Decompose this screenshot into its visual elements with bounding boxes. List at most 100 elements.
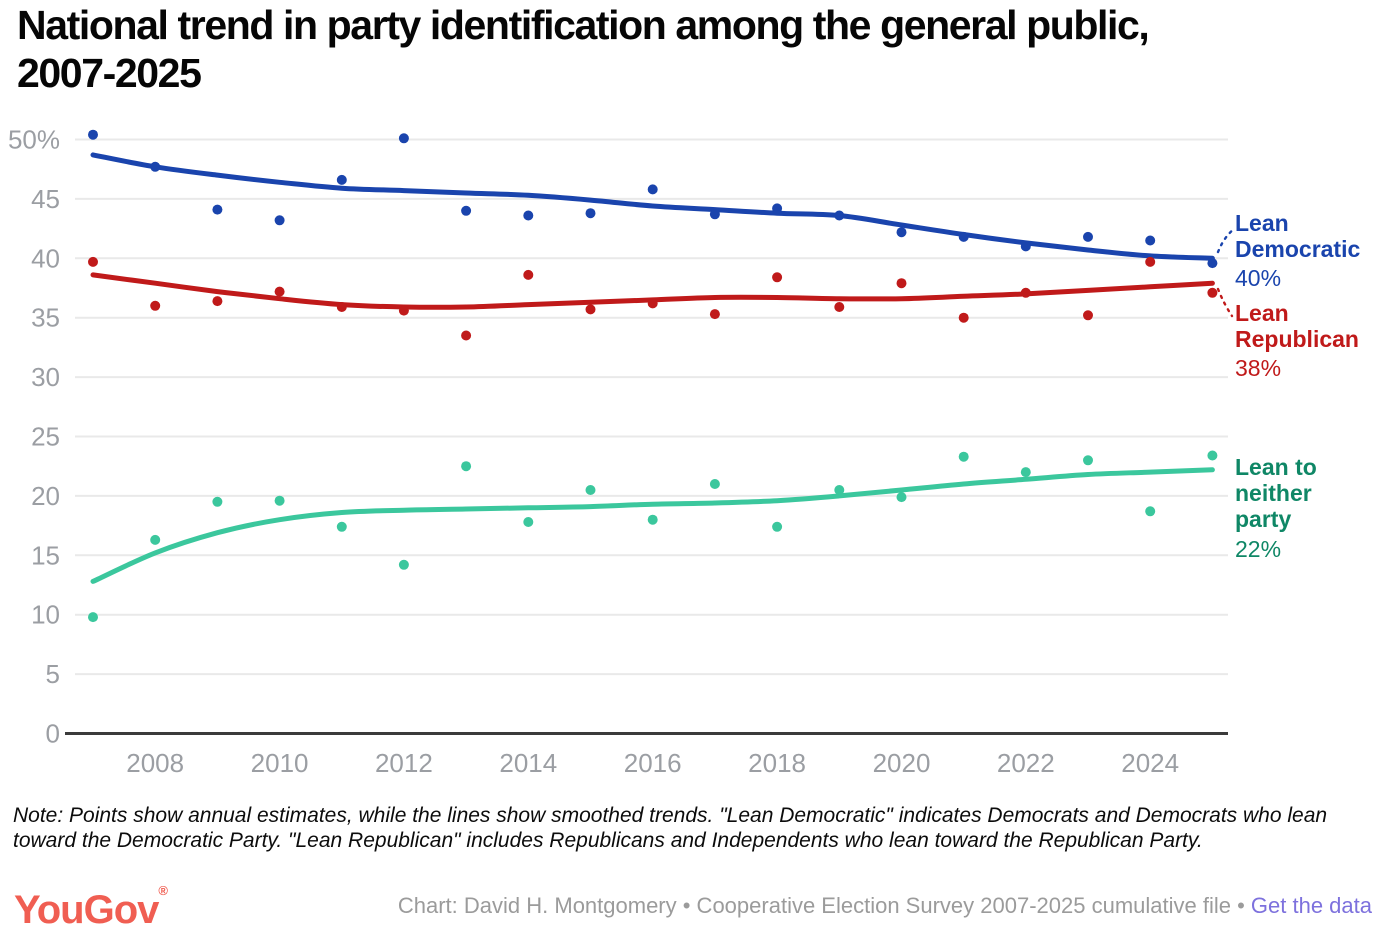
chart-title-line1: National trend in party identification a… [17,2,1150,48]
data-point [772,203,783,214]
data-point [709,309,720,320]
data-point [150,300,161,311]
data-point [1145,256,1156,267]
data-point [958,231,969,242]
y-tick-label: 0 [46,719,60,749]
data-point [834,302,845,312]
x-tick-label: 2018 [748,748,806,778]
data-point [772,272,783,283]
y-tick-label: 10 [31,600,60,630]
data-point [150,161,161,172]
data-point [523,269,534,280]
data-point [274,215,285,226]
x-tick-label: 2020 [873,748,931,778]
annotation-lean-neither: Lean to neither party 22% [1235,454,1340,562]
data-point [647,298,658,309]
data-point [958,451,969,462]
data-point [523,210,534,221]
data-point [772,521,783,532]
registered-mark: ® [158,883,168,898]
leader-line [1216,227,1236,254]
data-point [336,174,347,185]
data-point [461,205,472,216]
data-point [1207,287,1218,298]
annotation-lean-republican-label: Lean Republican [1235,300,1359,353]
data-point [1207,258,1218,269]
yougov-logo: YouGov® [14,883,168,932]
annotation-lean-neither-label: Lean to neither party [1235,454,1317,533]
trend-line [90,152,1215,261]
annotation-lean-neither-value: 22% [1235,535,1282,562]
get-the-data-link[interactable]: Get the data [1250,893,1372,918]
data-point [461,461,472,472]
data-point [585,304,596,315]
data-point [398,133,409,144]
data-point [150,534,161,545]
data-point [1145,506,1156,517]
x-tick-label: 2024 [1121,748,1179,778]
x-tick-label: 2010 [251,748,309,778]
data-point [896,278,907,289]
y-tick-label: 50% [8,125,60,155]
y-tick-label: 20 [31,481,60,511]
x-tick-label: 2014 [499,748,557,778]
data-point [212,496,223,507]
data-point [1020,287,1031,298]
x-tick-label: 2022 [997,748,1055,778]
leader-line [1216,287,1234,318]
y-tick-label: 15 [31,540,60,570]
data-point [585,485,596,495]
credit-line: Chart: David H. Montgomery • Cooperative… [398,893,1372,919]
data-point [834,485,845,495]
data-point [958,312,969,323]
yougov-logo-text: YouGov [14,888,159,932]
data-point [1083,231,1093,242]
data-point [1207,450,1218,461]
data-point [834,210,845,221]
chart-footer: YouGov® Chart: David H. Montgomery • Coo… [14,884,1372,930]
data-point [274,286,285,297]
credit-text: Chart: David H. Montgomery • Cooperative… [397,893,1251,918]
data-point [88,129,98,140]
data-point [1020,241,1031,252]
data-point [523,517,534,527]
data-point [274,495,285,506]
data-point [585,208,596,219]
annotation-lean-democratic-value: 40% [1235,265,1282,292]
annotation-lean-republican: Lean Republican 38% [1235,300,1384,382]
y-tick-label: 25 [31,422,60,452]
annotation-lean-republican-value: 38% [1235,355,1282,382]
data-point [709,209,720,220]
x-tick-label: 2016 [624,748,682,778]
y-tick-label: 30 [31,362,60,392]
annotation-lean-democratic-label: Lean Democratic [1235,210,1361,263]
data-point [88,612,98,623]
data-point [896,227,907,238]
data-point [398,559,409,570]
data-point [1020,467,1031,478]
y-tick-label: 35 [31,303,60,333]
chart-title-line2: 2007-2025 [17,49,202,96]
chart-title: National trend in party identification a… [17,2,1150,97]
data-point [336,521,347,532]
party-id-trend-chart: 0 5 10 15 20 25 30 35 40 45 50% 2008 2010 2012 2014 201… [8,125,1236,778]
x-tick-label: 2008 [126,748,184,778]
data-point [1083,310,1093,321]
data-point [88,256,98,267]
data-point [336,302,347,312]
data-point [1083,455,1093,466]
data-point [709,479,720,489]
x-tick-label: 2012 [375,748,433,778]
data-point [896,492,907,503]
chart-note: Note: Points show annual estimates, whil… [13,804,1328,852]
data-point [212,204,223,215]
y-tick-label: 45 [31,184,60,214]
data-point [647,184,658,195]
trend-line [90,467,1215,584]
data-point [1145,235,1156,246]
data-point [212,296,223,307]
annotation-lean-democratic: Lean Democratic 40% [1235,210,1384,292]
data-point [461,330,472,341]
y-tick-label: 40 [31,243,60,273]
